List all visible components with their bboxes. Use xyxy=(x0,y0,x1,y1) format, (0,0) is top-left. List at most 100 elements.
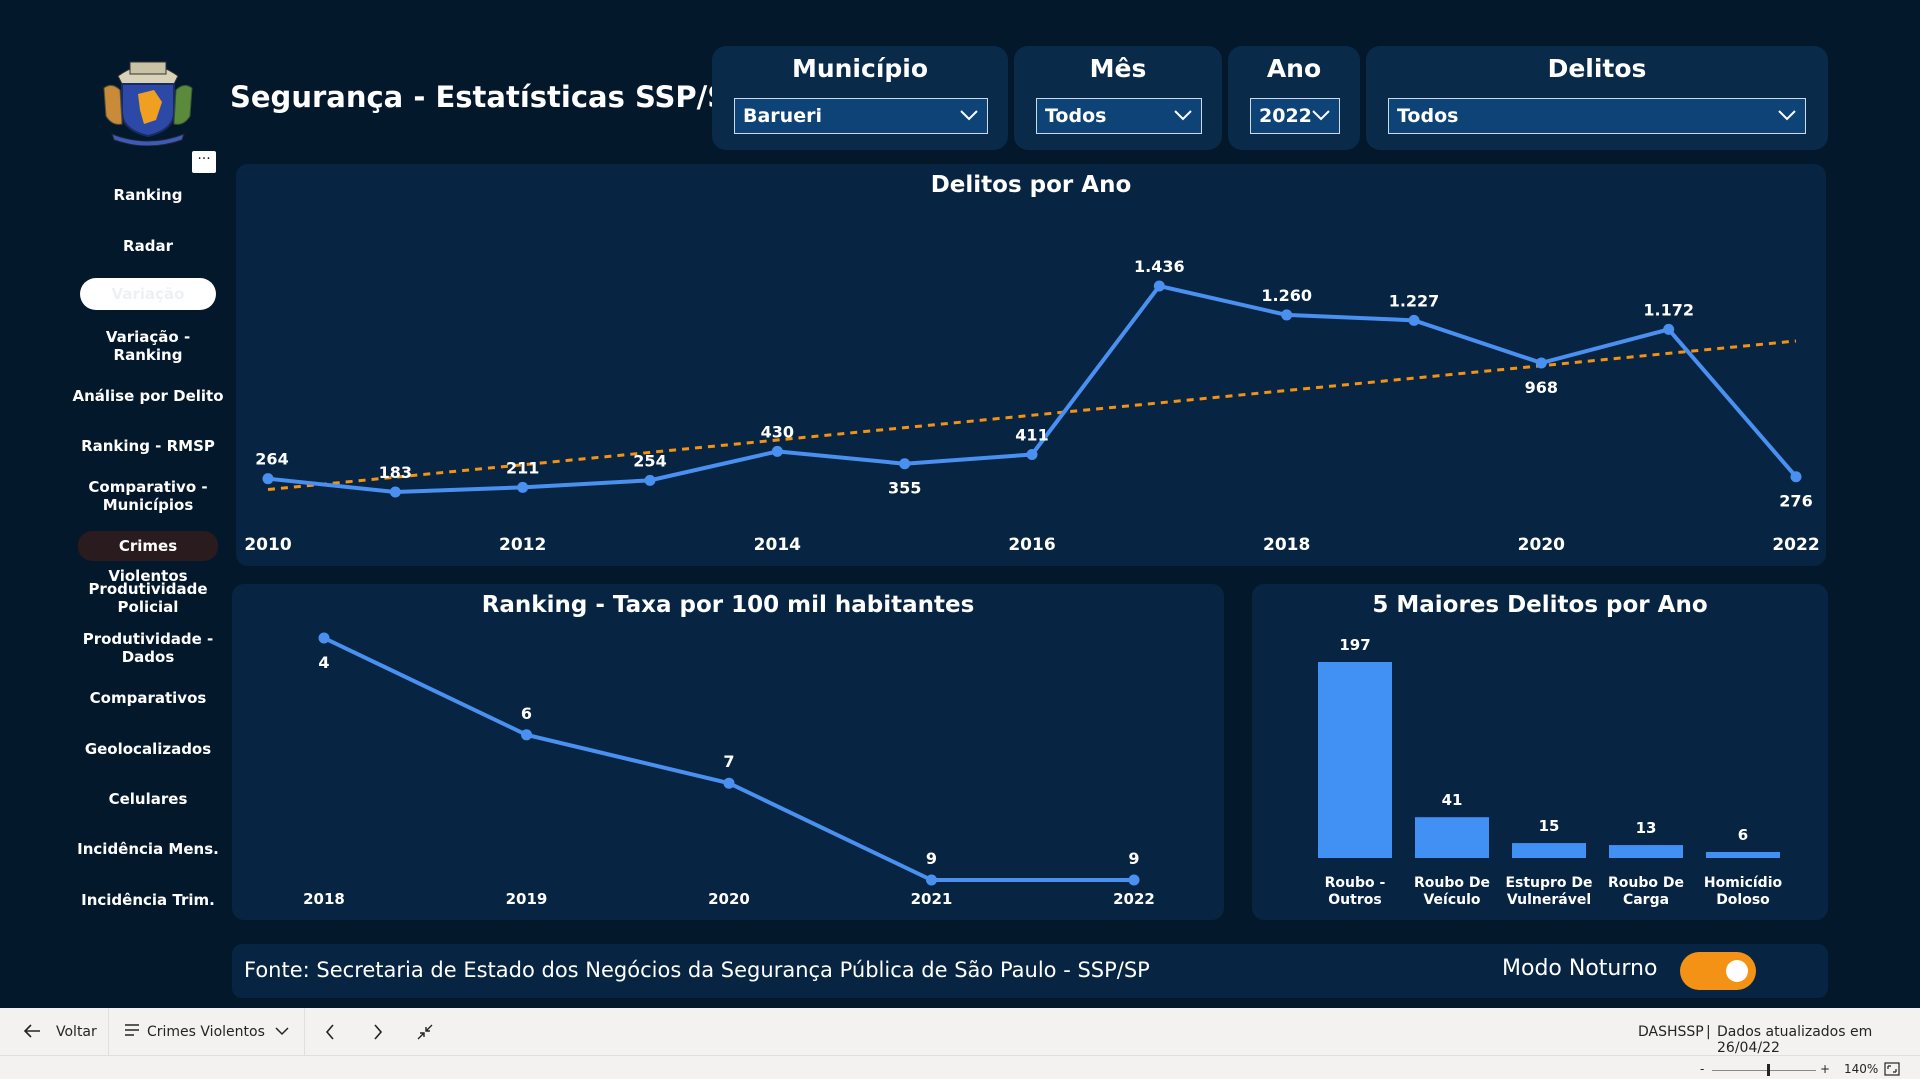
sidebar-item-celulares[interactable]: Celulares xyxy=(108,790,188,808)
back-button[interactable]: Voltar xyxy=(56,1024,97,1040)
category-label: Roubo De xyxy=(1414,875,1490,891)
filter-mes: Mês Todos xyxy=(1014,46,1222,150)
page-list-icon xyxy=(124,1023,140,1041)
data-label: 968 xyxy=(1525,378,1558,397)
night-mode-label: Modo Noturno xyxy=(1502,956,1658,981)
data-point xyxy=(1535,357,1547,369)
data-label: 276 xyxy=(1779,492,1812,511)
page-selector[interactable]: Crimes Violentos xyxy=(147,1024,265,1040)
sidebar-item-variacao-ranking[interactable]: Variação - Ranking xyxy=(105,328,191,364)
panel-ranking-taxa: Ranking - Taxa por 100 mil habitantes 4 6… xyxy=(232,584,1224,920)
chevron-down-icon[interactable] xyxy=(274,1025,290,1041)
data-point xyxy=(1153,280,1165,292)
panel-delitos-por-ano: Delitos por Ano 264 183 211 254 430 355 411 1.4… xyxy=(236,164,1826,566)
ano-dropdown[interactable]: 2022 xyxy=(1250,98,1340,134)
bar xyxy=(1512,843,1586,858)
data-point xyxy=(723,777,735,789)
filter-label: Ano xyxy=(1266,54,1322,83)
data-point xyxy=(1790,471,1802,483)
x-tick-label: 2020 xyxy=(708,890,750,908)
sidebar-item-ranking[interactable]: Ranking xyxy=(113,186,183,204)
sidebar-item-produtividade-dados[interactable]: Produtividade - Dados xyxy=(82,630,214,666)
mes-dropdown[interactable]: Todos xyxy=(1036,98,1202,134)
trend-line xyxy=(267,339,1797,492)
exit-fullscreen-icon[interactable] xyxy=(416,1023,434,1045)
x-tick-label: 2018 xyxy=(303,890,345,908)
sidebar-item-radar[interactable]: Radar xyxy=(123,237,173,255)
x-tick-label: 2019 xyxy=(506,890,548,908)
city-logo xyxy=(98,54,198,147)
chevron-down-icon xyxy=(1778,110,1796,121)
sidebar-item-variacao[interactable]: Variação xyxy=(80,278,216,310)
zoom-in-button[interactable]: + xyxy=(1820,1062,1831,1076)
x-tick-label: 2020 xyxy=(1518,535,1565,555)
category-label: Homicídio xyxy=(1704,875,1783,891)
data-point xyxy=(1408,314,1420,326)
filter-label: Mês xyxy=(1089,54,1147,83)
previous-page-icon[interactable] xyxy=(324,1023,336,1045)
bar xyxy=(1706,852,1780,858)
zoom-slider[interactable] xyxy=(1712,1070,1816,1071)
data-label: 1.260 xyxy=(1261,286,1312,305)
bar xyxy=(1609,845,1683,858)
x-tick-label: 2022 xyxy=(1113,890,1155,908)
x-tick-label: 2016 xyxy=(1008,535,1055,555)
delitos-dropdown[interactable]: Todos xyxy=(1388,98,1806,134)
zoom-slider-handle[interactable] xyxy=(1767,1064,1770,1076)
sidebar-item-geolocalizados[interactable]: Geolocalizados xyxy=(84,740,212,758)
chevron-down-icon xyxy=(1312,110,1330,121)
category-label: Veículo xyxy=(1423,892,1480,908)
next-page-icon[interactable] xyxy=(372,1023,384,1045)
data-point xyxy=(1663,323,1675,335)
x-tick-label: 2010 xyxy=(244,535,291,555)
night-mode-toggle[interactable] xyxy=(1680,952,1756,990)
dropdown-value: Todos xyxy=(1045,105,1107,127)
sidebar-item-incidencia-mens[interactable]: Incidência Mens. xyxy=(77,840,219,858)
data-point xyxy=(1026,449,1038,461)
chart-title: Delitos por Ano xyxy=(930,172,1132,198)
sidebar-item-analise-delito[interactable]: Análise por Delito xyxy=(72,387,224,405)
data-point xyxy=(926,874,937,886)
filter-delitos: Delitos Todos xyxy=(1366,46,1828,150)
filter-label: Município xyxy=(791,54,929,83)
category-label: Roubo - xyxy=(1325,875,1386,891)
data-point xyxy=(644,474,656,486)
x-tick-label: 2022 xyxy=(1772,535,1819,555)
report-bottom-bar: Voltar Crimes Violentos DASHSSP | Dados … xyxy=(0,1008,1920,1079)
chevron-down-icon xyxy=(960,110,978,121)
category-label: Vulnerável xyxy=(1507,892,1591,908)
sidebar-item-crimes-violentos[interactable]: Crimes Violentos xyxy=(78,531,218,585)
data-point xyxy=(262,473,274,485)
municipio-dropdown[interactable]: Barueri xyxy=(734,98,988,134)
sidebar-item-comparativos[interactable]: Comparativos xyxy=(89,689,207,707)
filter-municipio: Município Barueri xyxy=(712,46,1008,150)
filter-ano: Ano 2022 xyxy=(1228,46,1360,150)
sidebar-item-produtividade-policial[interactable]: Produtividade Policial xyxy=(88,580,208,616)
data-label: 254 xyxy=(633,451,666,470)
more-options-button[interactable]: ··· xyxy=(192,151,216,173)
zoom-out-button[interactable]: - xyxy=(1700,1062,1705,1076)
data-label: 41 xyxy=(1442,791,1463,809)
data-label: 9 xyxy=(1128,849,1139,868)
data-label: 264 xyxy=(255,450,288,469)
sidebar-item-comparativo-municipios[interactable]: Comparativo - Municípios xyxy=(88,478,208,514)
chevron-down-icon xyxy=(1174,110,1192,121)
series-line xyxy=(267,283,1798,495)
sidebar-item-incidencia-trim[interactable]: Incidência Trim. xyxy=(81,891,215,909)
data-label: 411 xyxy=(1015,426,1048,445)
x-tick-label: 2018 xyxy=(1263,535,1310,555)
data-point xyxy=(521,729,532,741)
data-point xyxy=(1281,309,1293,321)
data-point xyxy=(899,458,911,470)
sidebar-item-ranking-rmsp[interactable]: Ranking - RMSP xyxy=(81,437,215,455)
data-point xyxy=(318,632,330,644)
fit-to-page-icon[interactable] xyxy=(1884,1062,1900,1079)
back-arrow-icon[interactable] xyxy=(22,1022,42,1044)
source-bar: Fonte: Secretaria de Estado dos Negócios… xyxy=(232,944,1828,998)
zoom-level: 140% xyxy=(1844,1062,1879,1076)
data-point xyxy=(1128,874,1140,886)
category-label: Estupro De xyxy=(1505,875,1592,891)
data-label: 7 xyxy=(723,752,734,771)
data-label: 15 xyxy=(1539,817,1560,835)
